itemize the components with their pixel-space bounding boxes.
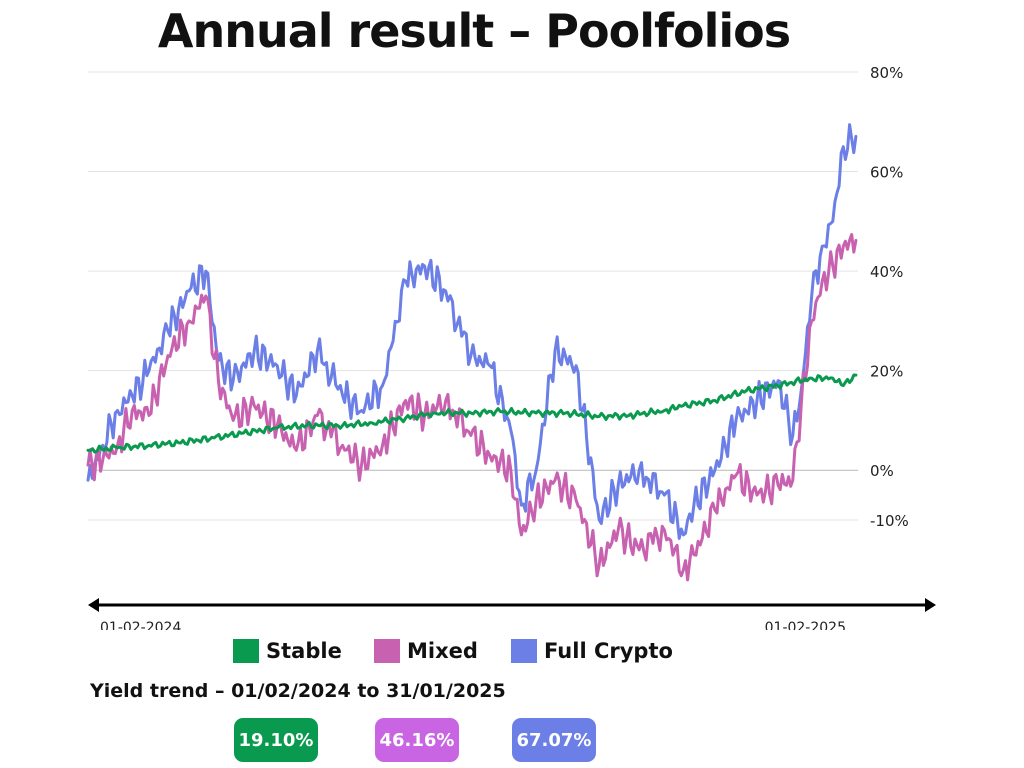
chart-title: Annual result – Poolfolios (157, 4, 791, 58)
y-tick-label: 60% (870, 164, 903, 182)
legend-label-mixed: Mixed (407, 639, 478, 663)
legend-swatch-full-crypto (511, 639, 537, 663)
y-tick-label: 80% (870, 64, 903, 82)
yield-badge-full-crypto: 67.07% (512, 718, 596, 762)
y-tick-label: 40% (870, 263, 903, 281)
y-tick-label: 0% (870, 462, 894, 480)
legend-item-mixed[interactable]: Mixed (374, 637, 478, 665)
legend-swatch-stable (233, 639, 259, 663)
series-line-mixed (86, 233, 858, 582)
y-tick-label: 20% (870, 363, 903, 381)
x-axis-arrow-right-icon (925, 598, 936, 612)
legend-label-stable: Stable (266, 639, 342, 663)
legend-item-stable[interactable]: Stable (233, 637, 342, 665)
yield-badge-stable: 19.10% (234, 718, 318, 762)
x-end-label: 01-02-2025 (765, 620, 846, 630)
legend-label-full-crypto: Full Crypto (544, 639, 673, 663)
legend-item-full-crypto[interactable]: Full Crypto (511, 637, 673, 665)
legend-swatch-mixed (374, 639, 400, 663)
yield-trend-title: Yield trend – 01/02/2024 to 31/01/2025 (90, 680, 506, 702)
y-tick-label: -10% (870, 512, 909, 530)
yield-badge-mixed: 46.16% (375, 718, 459, 762)
line-chart: 80% 60% 40% 20% 0% -10% 01-02-2024 01-02-2025 (86, 64, 936, 630)
series-line-stable (86, 373, 858, 454)
x-axis-arrow-left-icon (88, 598, 99, 612)
x-start-label: 01-02-2024 (100, 620, 181, 630)
series-line-full-crypto (86, 123, 858, 540)
